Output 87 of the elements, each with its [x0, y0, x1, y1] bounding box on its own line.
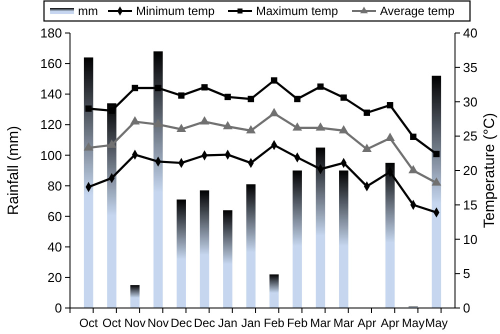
bar — [246, 184, 256, 308]
point — [340, 94, 347, 101]
point — [317, 83, 324, 90]
point — [224, 94, 231, 100]
bar — [176, 200, 186, 308]
point — [108, 108, 115, 114]
point — [84, 142, 94, 151]
legend-label: Minimum temp — [136, 4, 216, 18]
y-tick-label: 0 — [54, 300, 62, 316]
bar — [385, 162, 395, 308]
point — [432, 177, 442, 186]
y2-tick-label: 30 — [463, 94, 478, 110]
y2-tick-label: 5 — [463, 266, 470, 282]
x-tick-label: Oct — [79, 316, 99, 330]
bar — [316, 148, 326, 308]
point — [270, 77, 278, 84]
bar — [84, 57, 94, 308]
y2-tick-label: 20 — [463, 163, 478, 178]
point — [294, 96, 300, 102]
x-tick-label: Dec — [194, 316, 216, 330]
y-tick-label: 80 — [48, 178, 62, 194]
point — [132, 84, 138, 92]
point — [364, 110, 370, 116]
legend-label: Maximum temp — [256, 4, 338, 18]
legend-label: Average temp — [380, 4, 455, 18]
y-tick-label: 140 — [40, 86, 62, 102]
y2-tick-label: 25 — [463, 128, 478, 144]
y-tick-label: 60 — [48, 208, 62, 224]
point — [292, 122, 302, 131]
x-tick-label: May — [402, 316, 425, 330]
y-tick-label: 40 — [48, 239, 62, 254]
bar — [269, 274, 279, 308]
x-tick-label: Jan — [218, 316, 238, 330]
point — [106, 140, 117, 148]
y2-tick-label: 40 — [463, 26, 478, 41]
bar — [223, 210, 232, 308]
y2-axis-title: Temperature (°C) — [481, 112, 498, 228]
x-tick-label: Jan — [241, 316, 261, 330]
y-tick-label: 20 — [48, 270, 62, 285]
point — [433, 150, 440, 158]
point — [410, 134, 416, 140]
point — [153, 118, 163, 128]
x-tick-label: Dec — [170, 316, 192, 330]
point — [246, 125, 256, 134]
y-tick-label: 100 — [40, 148, 62, 163]
bar — [432, 76, 442, 308]
y2-tick-label: 35 — [463, 60, 478, 75]
point — [130, 116, 140, 124]
x-tick-label: Mar — [310, 316, 331, 330]
point — [201, 84, 208, 90]
point — [316, 122, 326, 131]
x-tick-label: Nov — [124, 316, 146, 330]
point — [385, 132, 395, 141]
y2-tick-label: 0 — [463, 300, 470, 316]
point — [408, 164, 418, 174]
bar — [292, 170, 302, 308]
point — [178, 92, 184, 99]
x-tick-label: Nov — [147, 316, 169, 330]
x-tick-label: Apr — [358, 316, 376, 330]
y-tick-label: 160 — [40, 56, 62, 72]
bar — [339, 170, 348, 308]
x-tick-label: Mar — [333, 316, 354, 330]
y-tick-label: 120 — [40, 117, 62, 132]
y-tick-label: 180 — [40, 26, 62, 41]
bar — [200, 190, 210, 308]
point — [362, 144, 372, 152]
point — [248, 96, 254, 102]
point — [222, 120, 233, 130]
y2-tick-label: 15 — [463, 197, 478, 212]
y-axis-title: Rainfall (mm) — [5, 126, 22, 216]
x-tick-label: Feb — [286, 316, 308, 330]
point — [176, 124, 186, 132]
point — [200, 116, 210, 124]
point — [386, 102, 394, 108]
bar — [153, 51, 163, 308]
bar — [107, 103, 116, 308]
y2-tick-label: 10 — [463, 232, 478, 247]
point — [154, 84, 162, 92]
point — [269, 108, 279, 116]
x-tick-label: May — [425, 316, 448, 330]
x-tick-label: Apr — [380, 316, 400, 330]
bar — [130, 285, 140, 308]
x-tick-label: Feb — [264, 316, 285, 330]
legend-label: mm — [78, 4, 98, 18]
point — [85, 105, 92, 112]
x-tick-label: Oct — [102, 316, 122, 330]
point — [338, 125, 348, 134]
